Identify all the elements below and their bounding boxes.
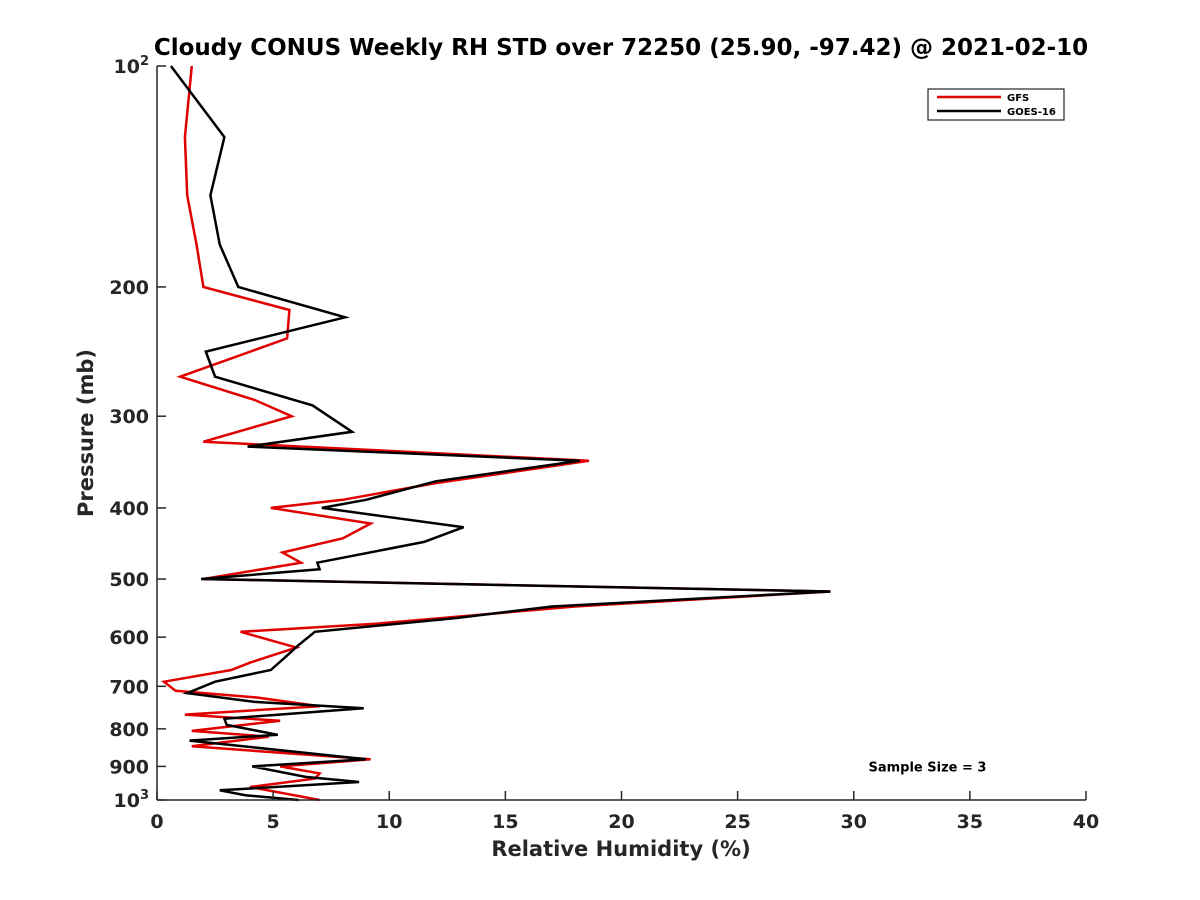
y-tick-label: 700 — [109, 676, 149, 698]
x-tick-label: 35 — [957, 811, 983, 833]
x-axis-title: Relative Humidity (%) — [491, 837, 750, 861]
y-tick-label: 500 — [109, 569, 149, 591]
y-tick-label: 600 — [109, 627, 149, 649]
x-tick-label: 15 — [492, 811, 518, 833]
x-ticks: 0 5 10 15 20 25 30 35 40 — [150, 791, 1099, 833]
x-tick-label: 0 — [150, 811, 163, 833]
legend-label-goes-16: GOES-16 — [1007, 107, 1056, 118]
x-tick-label: 5 — [267, 811, 280, 833]
y-tick-label: 800 — [109, 719, 149, 741]
x-tick-label: 40 — [1073, 811, 1099, 833]
x-tick-label: 20 — [608, 811, 634, 833]
chart-title: Cloudy CONUS Weekly RH STD over 72250 (2… — [154, 35, 1088, 61]
legend-label-gfs: GFS — [1007, 93, 1029, 104]
y-ticks: 102 200 300 400 500 600 700 800 900 103 — [109, 54, 166, 812]
x-tick-label: 30 — [841, 811, 867, 833]
y-tick-label: 103 — [114, 788, 150, 812]
y-tick-label: 400 — [109, 498, 149, 520]
sample-size-annotation: Sample Size = 3 — [868, 760, 986, 775]
x-tick-label: 25 — [724, 811, 750, 833]
y-tick-label: 300 — [109, 406, 149, 428]
y-tick-label: 900 — [109, 756, 149, 778]
legend: GFS GOES-16 — [927, 88, 1065, 121]
series-line-goes-16 — [169, 65, 831, 802]
legend-box — [927, 88, 1065, 121]
y-tick-label: 102 — [114, 54, 150, 78]
y-tick-label: 200 — [109, 277, 149, 299]
y-axis-title: Pressure (mb) — [74, 349, 98, 517]
series-layer — [161, 65, 831, 802]
x-tick-label: 10 — [376, 811, 402, 833]
